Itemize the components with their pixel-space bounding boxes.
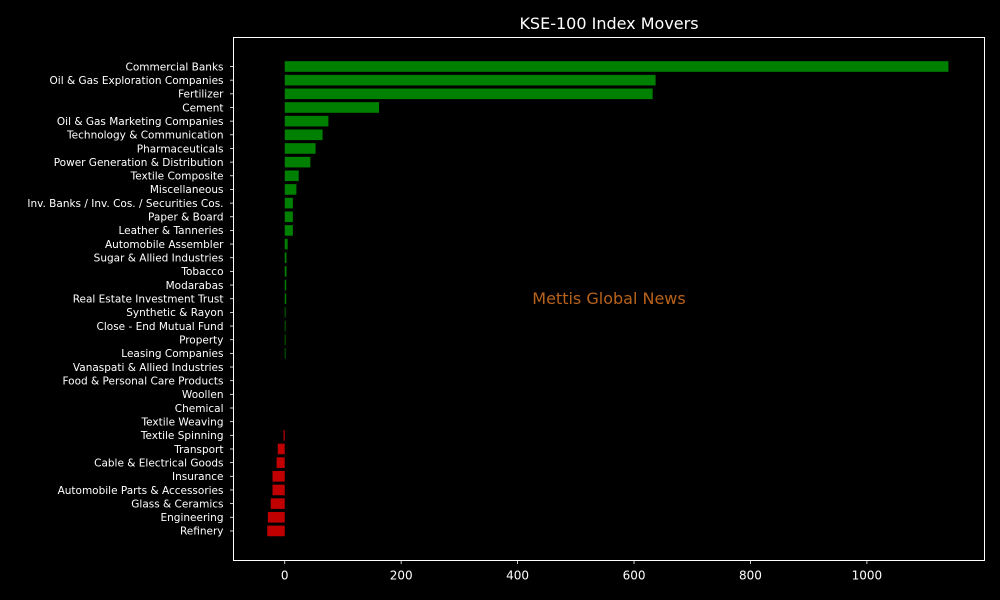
y-tick-label: Insurance <box>172 471 224 483</box>
bar-insurance <box>272 471 285 482</box>
y-tick-label: Tobacco <box>180 266 223 278</box>
bar-oil-gas-exploration-companies <box>284 74 656 86</box>
x-tick-label: 0 <box>281 569 289 583</box>
y-tick-label: Oil & Gas Exploration Companies <box>50 75 224 87</box>
x-tick-label: 600 <box>623 569 646 583</box>
y-tick-label: Paper & Board <box>148 212 223 224</box>
y-tick-label: Textile Composite <box>130 171 224 183</box>
y-tick-label: Refinery <box>180 526 224 538</box>
y-tick-label: Miscellaneous <box>150 184 224 196</box>
y-tick-label: Real Estate Investment Trust <box>73 294 224 306</box>
y-tick-label: Textile Weaving <box>141 416 224 428</box>
y-tick-label: Automobile Parts & Accessories <box>58 485 224 497</box>
bar-modarabas <box>284 279 287 291</box>
bar-power-generation-distribution <box>284 156 311 168</box>
bar-cable-electrical-goods <box>276 457 285 468</box>
y-tick-labels: Commercial Banks Oil & Gas Exploration Co… <box>27 61 234 538</box>
y-tick-label: Commercial Banks <box>126 61 224 73</box>
bar-paper-board <box>284 211 293 223</box>
bar-automobile-assembler <box>284 238 288 250</box>
bar-automobile-parts-accessories <box>272 484 285 496</box>
bar-real-estate-investment-trust <box>284 293 287 305</box>
y-tick-label: Fertilizer <box>178 89 224 101</box>
bar-textile-composite <box>284 170 299 182</box>
bar-tobacco <box>284 266 287 277</box>
y-tick-label: Pharmaceuticals <box>137 143 224 155</box>
y-tick-label: Woollen <box>182 389 224 401</box>
bar-oil-gas-marketing-companies <box>284 115 329 127</box>
y-tick-label: Cement <box>182 102 223 114</box>
y-tick-label: Transport <box>173 444 223 456</box>
y-tick-label: Leasing Companies <box>121 348 223 360</box>
bar-transport <box>277 443 285 455</box>
y-tick-label: Oil & Gas Marketing Companies <box>57 116 224 128</box>
watermark-text: Mettis Global News <box>532 289 685 308</box>
bar-synthetic-rayon <box>284 307 286 318</box>
x-tick-label: 200 <box>390 569 413 583</box>
y-tick-label: Leather & Tanneries <box>118 225 223 237</box>
bars-group <box>267 61 949 537</box>
bar-miscellaneous <box>284 184 297 195</box>
y-tick-label: Sugar & Allied Industries <box>94 253 224 265</box>
bar-fertilizer <box>284 88 653 100</box>
y-tick-label: Property <box>179 335 223 347</box>
bar-commercial-banks <box>284 61 949 72</box>
bar-cement <box>284 102 380 113</box>
bar-inv-banks-inv-cos-securities-cos <box>284 197 293 209</box>
y-tick-label: Synthetic & Rayon <box>126 307 223 319</box>
y-tick-label: Chemical <box>175 403 224 415</box>
bar-sugar-allied-industries <box>284 252 287 264</box>
plot-frame <box>233 37 985 561</box>
x-tick-label: 1000 <box>852 569 883 583</box>
y-tick-label: Power Generation & Distribution <box>54 157 224 169</box>
y-tick-label: Glass & Ceramics <box>131 498 223 510</box>
chart-title: KSE-100 Index Movers <box>519 14 698 33</box>
y-tick-label: Textile Spinning <box>140 430 224 442</box>
bar-property <box>284 334 286 345</box>
bar-leather-tanneries <box>284 225 293 236</box>
x-axis: 0 200 400 600 800 1000 <box>281 560 883 583</box>
bar-textile-spinning <box>283 430 285 441</box>
bar-technology-communication <box>284 129 323 141</box>
y-tick-label: Automobile Assembler <box>105 239 224 251</box>
bar-engineering <box>267 511 285 523</box>
y-tick-label: Cable & Electrical Goods <box>94 457 223 469</box>
y-tick-label: Engineering <box>161 512 224 524</box>
y-tick-label: Close - End Mutual Fund <box>97 321 224 333</box>
y-tick-label: Vanaspati & Allied Industries <box>73 362 224 374</box>
bar-leasing-companies <box>284 348 286 359</box>
x-tick-label: 800 <box>739 569 762 583</box>
y-tick-label: Technology & Communication <box>66 130 223 142</box>
bar-refinery <box>267 525 285 537</box>
y-tick-label: Food & Personal Care Products <box>62 375 223 387</box>
bar-glass-ceramics <box>270 498 285 509</box>
y-tick-label: Inv. Banks / Inv. Cos. / Securities Cos. <box>27 198 223 210</box>
bar-pharmaceuticals <box>284 143 316 154</box>
bar-close-end-mutual-fund <box>284 320 286 332</box>
y-tick-label: Modarabas <box>166 280 224 292</box>
x-tick-label: 400 <box>506 569 529 583</box>
